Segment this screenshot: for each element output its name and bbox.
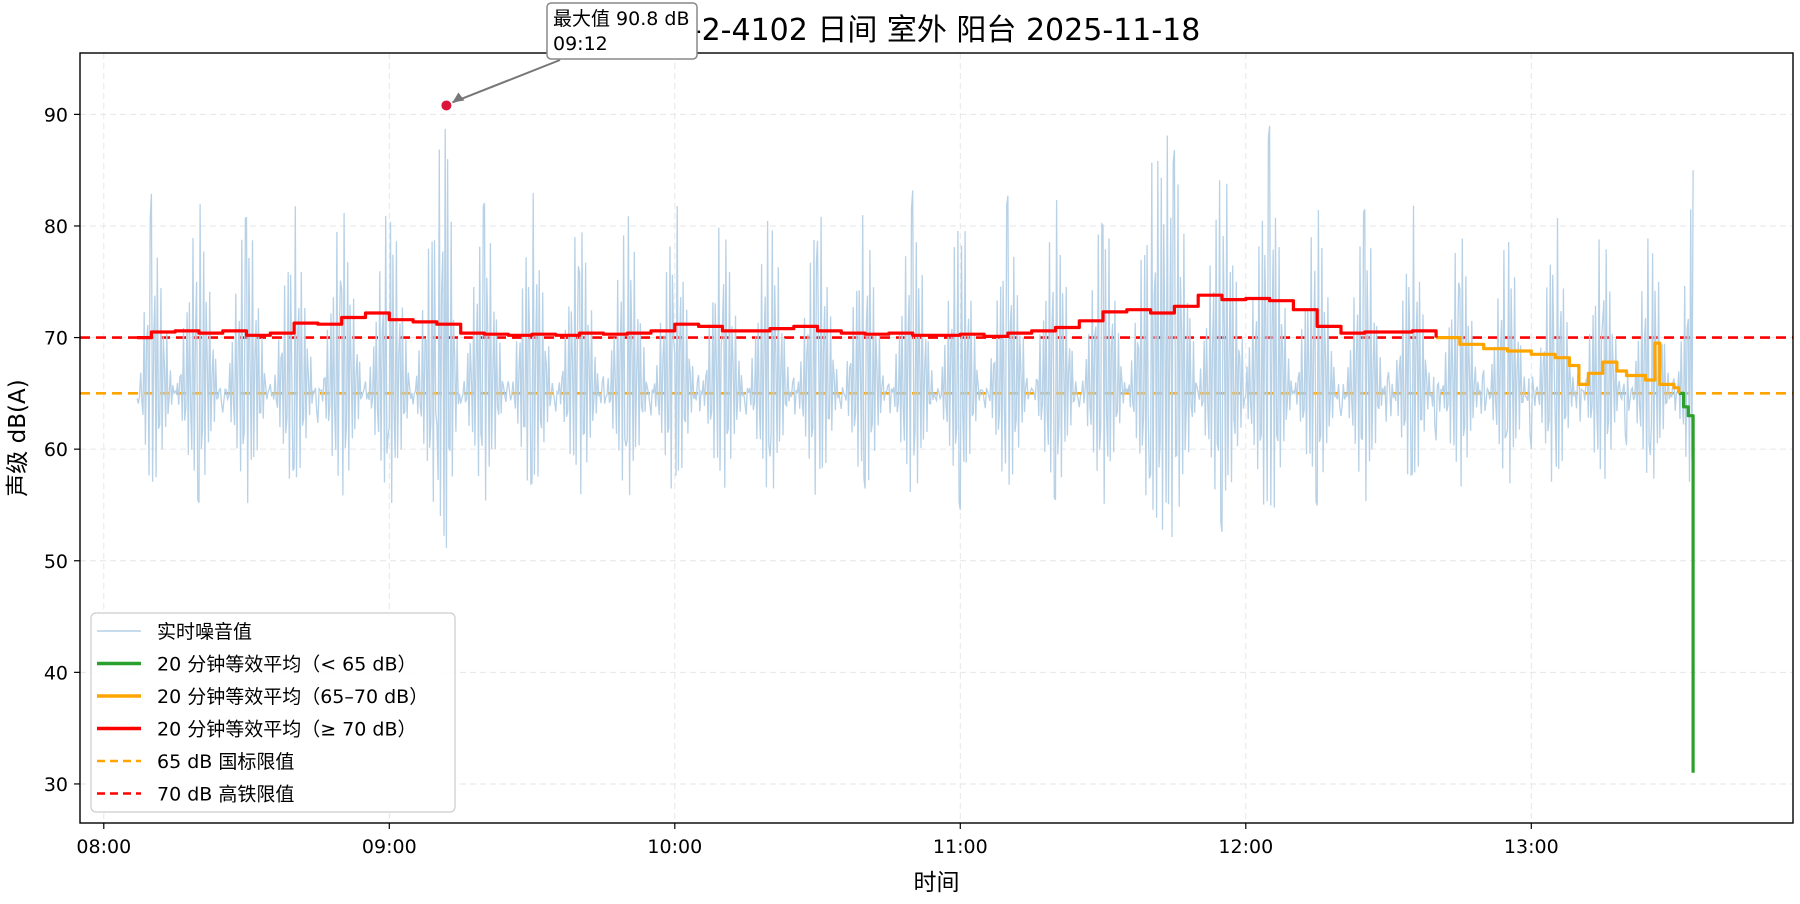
y-tick-label: 50 xyxy=(44,551,68,573)
plot-frame xyxy=(79,52,1794,824)
chart-title: 1-2-4102 日间 室外 阳台 2025-11-18 xyxy=(672,13,1201,48)
legend-entry-label: 20 分钟等效平均（≥ 70 dB） xyxy=(157,719,417,741)
legend-entry-label: 20 分钟等效平均（< 65 dB） xyxy=(157,654,417,676)
arrow-head xyxy=(452,92,465,103)
legend-entry-label: 70 dB 高铁限值 xyxy=(157,784,294,806)
annotation-time-label: 09:12 xyxy=(553,33,608,55)
leq-step-line xyxy=(1436,336,1681,394)
y-axis-label: 声级 dB(A) xyxy=(5,379,31,496)
y-tick-label: 40 xyxy=(44,662,68,684)
legend-entry-label: 20 分钟等效平均（65–70 dB） xyxy=(157,686,428,708)
legend-box xyxy=(90,612,456,813)
max-value-point xyxy=(441,100,452,111)
y-tick-label: 70 xyxy=(44,328,68,350)
x-tick-label: 12:00 xyxy=(1218,836,1273,858)
annotation-arrow xyxy=(452,59,561,104)
legend-entry-label: 65 dB 国标限值 xyxy=(157,751,294,773)
y-tick-label: 90 xyxy=(44,104,68,126)
x-tick-label: 13:00 xyxy=(1504,836,1559,858)
x-tick-label: 11:00 xyxy=(933,836,988,858)
x-tick-label: 09:00 xyxy=(362,836,417,858)
x-axis-label: 时间 xyxy=(914,870,960,896)
y-tick-label: 60 xyxy=(44,439,68,461)
annotation-max-label: 最大值 90.8 dB xyxy=(553,8,689,30)
leq-step-line xyxy=(1678,391,1695,773)
y-tick-label: 30 xyxy=(44,774,68,796)
leq-step-line xyxy=(137,293,1438,340)
y-tick-label: 80 xyxy=(44,216,68,238)
x-tick-label: 10:00 xyxy=(647,836,702,858)
raw-noise-trace xyxy=(136,125,1694,548)
x-tick-label: 08:00 xyxy=(76,836,131,858)
annotation-box xyxy=(546,2,698,60)
legend-entry-label: 实时噪音值 xyxy=(157,621,252,643)
